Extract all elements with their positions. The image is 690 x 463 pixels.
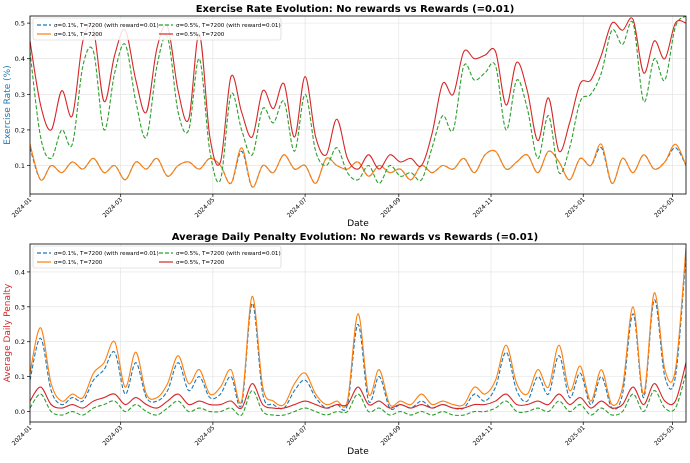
legend: σ=0.1%, T=7200 (with reward=0.01) σ=0.1%,… <box>32 245 282 269</box>
series-line-3 <box>30 372 686 417</box>
y-axis-label: Exercise Rate (%) <box>3 65 13 144</box>
x-ticks: 2024-01 2024-03 2024-05 2024-07 2024-09 2024-… <box>11 194 676 219</box>
x-tick-label: 2024-03 <box>101 196 124 219</box>
chart-title: Exercise Rate Evolution: No rewards vs R… <box>196 4 515 15</box>
y-tick-label: 0.2 <box>15 338 25 346</box>
series-line-2 <box>30 143 686 188</box>
legend-label: σ=0.5%, T=7200 <box>176 32 225 38</box>
series-line-1 <box>30 254 686 411</box>
x-tick-label: 2024-01 <box>11 424 34 447</box>
x-tick-label: 2024-11 <box>472 424 495 447</box>
y-axis-label: Average Daily Penalty <box>3 283 13 382</box>
legend-label: σ=0.1%, T=7200 (with reward=0.01) <box>54 23 159 29</box>
x-tick-label: 2024-07 <box>286 196 309 219</box>
y-tick-label: 0.3 <box>15 303 25 311</box>
series-line-3 <box>30 16 686 184</box>
y-tick-label: 0.4 <box>15 55 25 63</box>
x-tick-label: 2024-03 <box>101 424 124 447</box>
x-tick-label: 2024-11 <box>472 196 495 219</box>
series-lines <box>30 247 686 417</box>
x-axis-label: Date <box>347 219 369 229</box>
daily-penalty-chart: Average Daily Penalty Evolution: No rewa… <box>3 232 687 457</box>
series-lines <box>30 16 686 188</box>
x-tick-label: 2024-09 <box>380 196 403 219</box>
x-tick-label: 2024-07 <box>286 424 309 447</box>
legend-box <box>32 245 282 269</box>
x-tick-label: 2024-09 <box>380 424 403 447</box>
y-tick-label: 0.5 <box>15 20 25 28</box>
plot-frame <box>29 15 687 195</box>
x-tick-label: 2024-05 <box>194 196 217 219</box>
x-tick-label: 2025-01 <box>564 424 587 447</box>
plot-frame <box>29 243 687 423</box>
y-tick-label: 0.4 <box>15 268 25 276</box>
y-tick-label: 0.1 <box>15 162 25 170</box>
x-tick-label: 2024-05 <box>194 424 217 447</box>
y-tick-label: 0.1 <box>15 373 25 381</box>
series-line-4 <box>30 17 686 170</box>
y-ticks: 0.1 0.2 0.3 0.4 0.5 <box>15 20 30 170</box>
legend-label: σ=0.5%, T=7200 <box>176 260 225 266</box>
y-ticks: 0.0 0.1 0.2 0.3 0.4 <box>15 268 30 416</box>
grid <box>29 244 686 422</box>
x-tick-label: 2024-01 <box>11 196 34 219</box>
legend-label: σ=0.5%, T=7200 (with reward=0.01) <box>176 23 281 29</box>
x-ticks: 2024-01 2024-03 2024-05 2024-07 2024-09 2024-… <box>11 422 676 447</box>
y-tick-label: 0.2 <box>15 126 25 134</box>
x-axis-label: Date <box>347 447 369 457</box>
chart-title: Average Daily Penalty Evolution: No rewa… <box>172 232 538 243</box>
exercise-rate-chart: Exercise Rate Evolution: No rewards vs R… <box>3 4 687 229</box>
x-tick-label: 2025-01 <box>564 196 587 219</box>
series-line-4 <box>30 362 686 410</box>
x-tick-label: 2025-03 <box>653 424 676 447</box>
x-tick-label: 2025-03 <box>653 196 676 219</box>
legend-label: σ=0.5%, T=7200 (with reward=0.01) <box>176 251 281 257</box>
legend: σ=0.1%, T=7200 (with reward=0.01) σ=0.1%,… <box>32 17 282 41</box>
legend-label: σ=0.1%, T=7200 <box>54 260 103 266</box>
legend-label: σ=0.1%, T=7200 (with reward=0.01) <box>54 251 159 257</box>
legend-box <box>32 17 282 41</box>
series-line-2 <box>30 247 686 408</box>
y-tick-label: 0.3 <box>15 91 25 99</box>
series-line-1 <box>30 147 686 188</box>
legend-label: σ=0.1%, T=7200 <box>54 32 103 38</box>
y-tick-label: 0.0 <box>15 408 25 416</box>
